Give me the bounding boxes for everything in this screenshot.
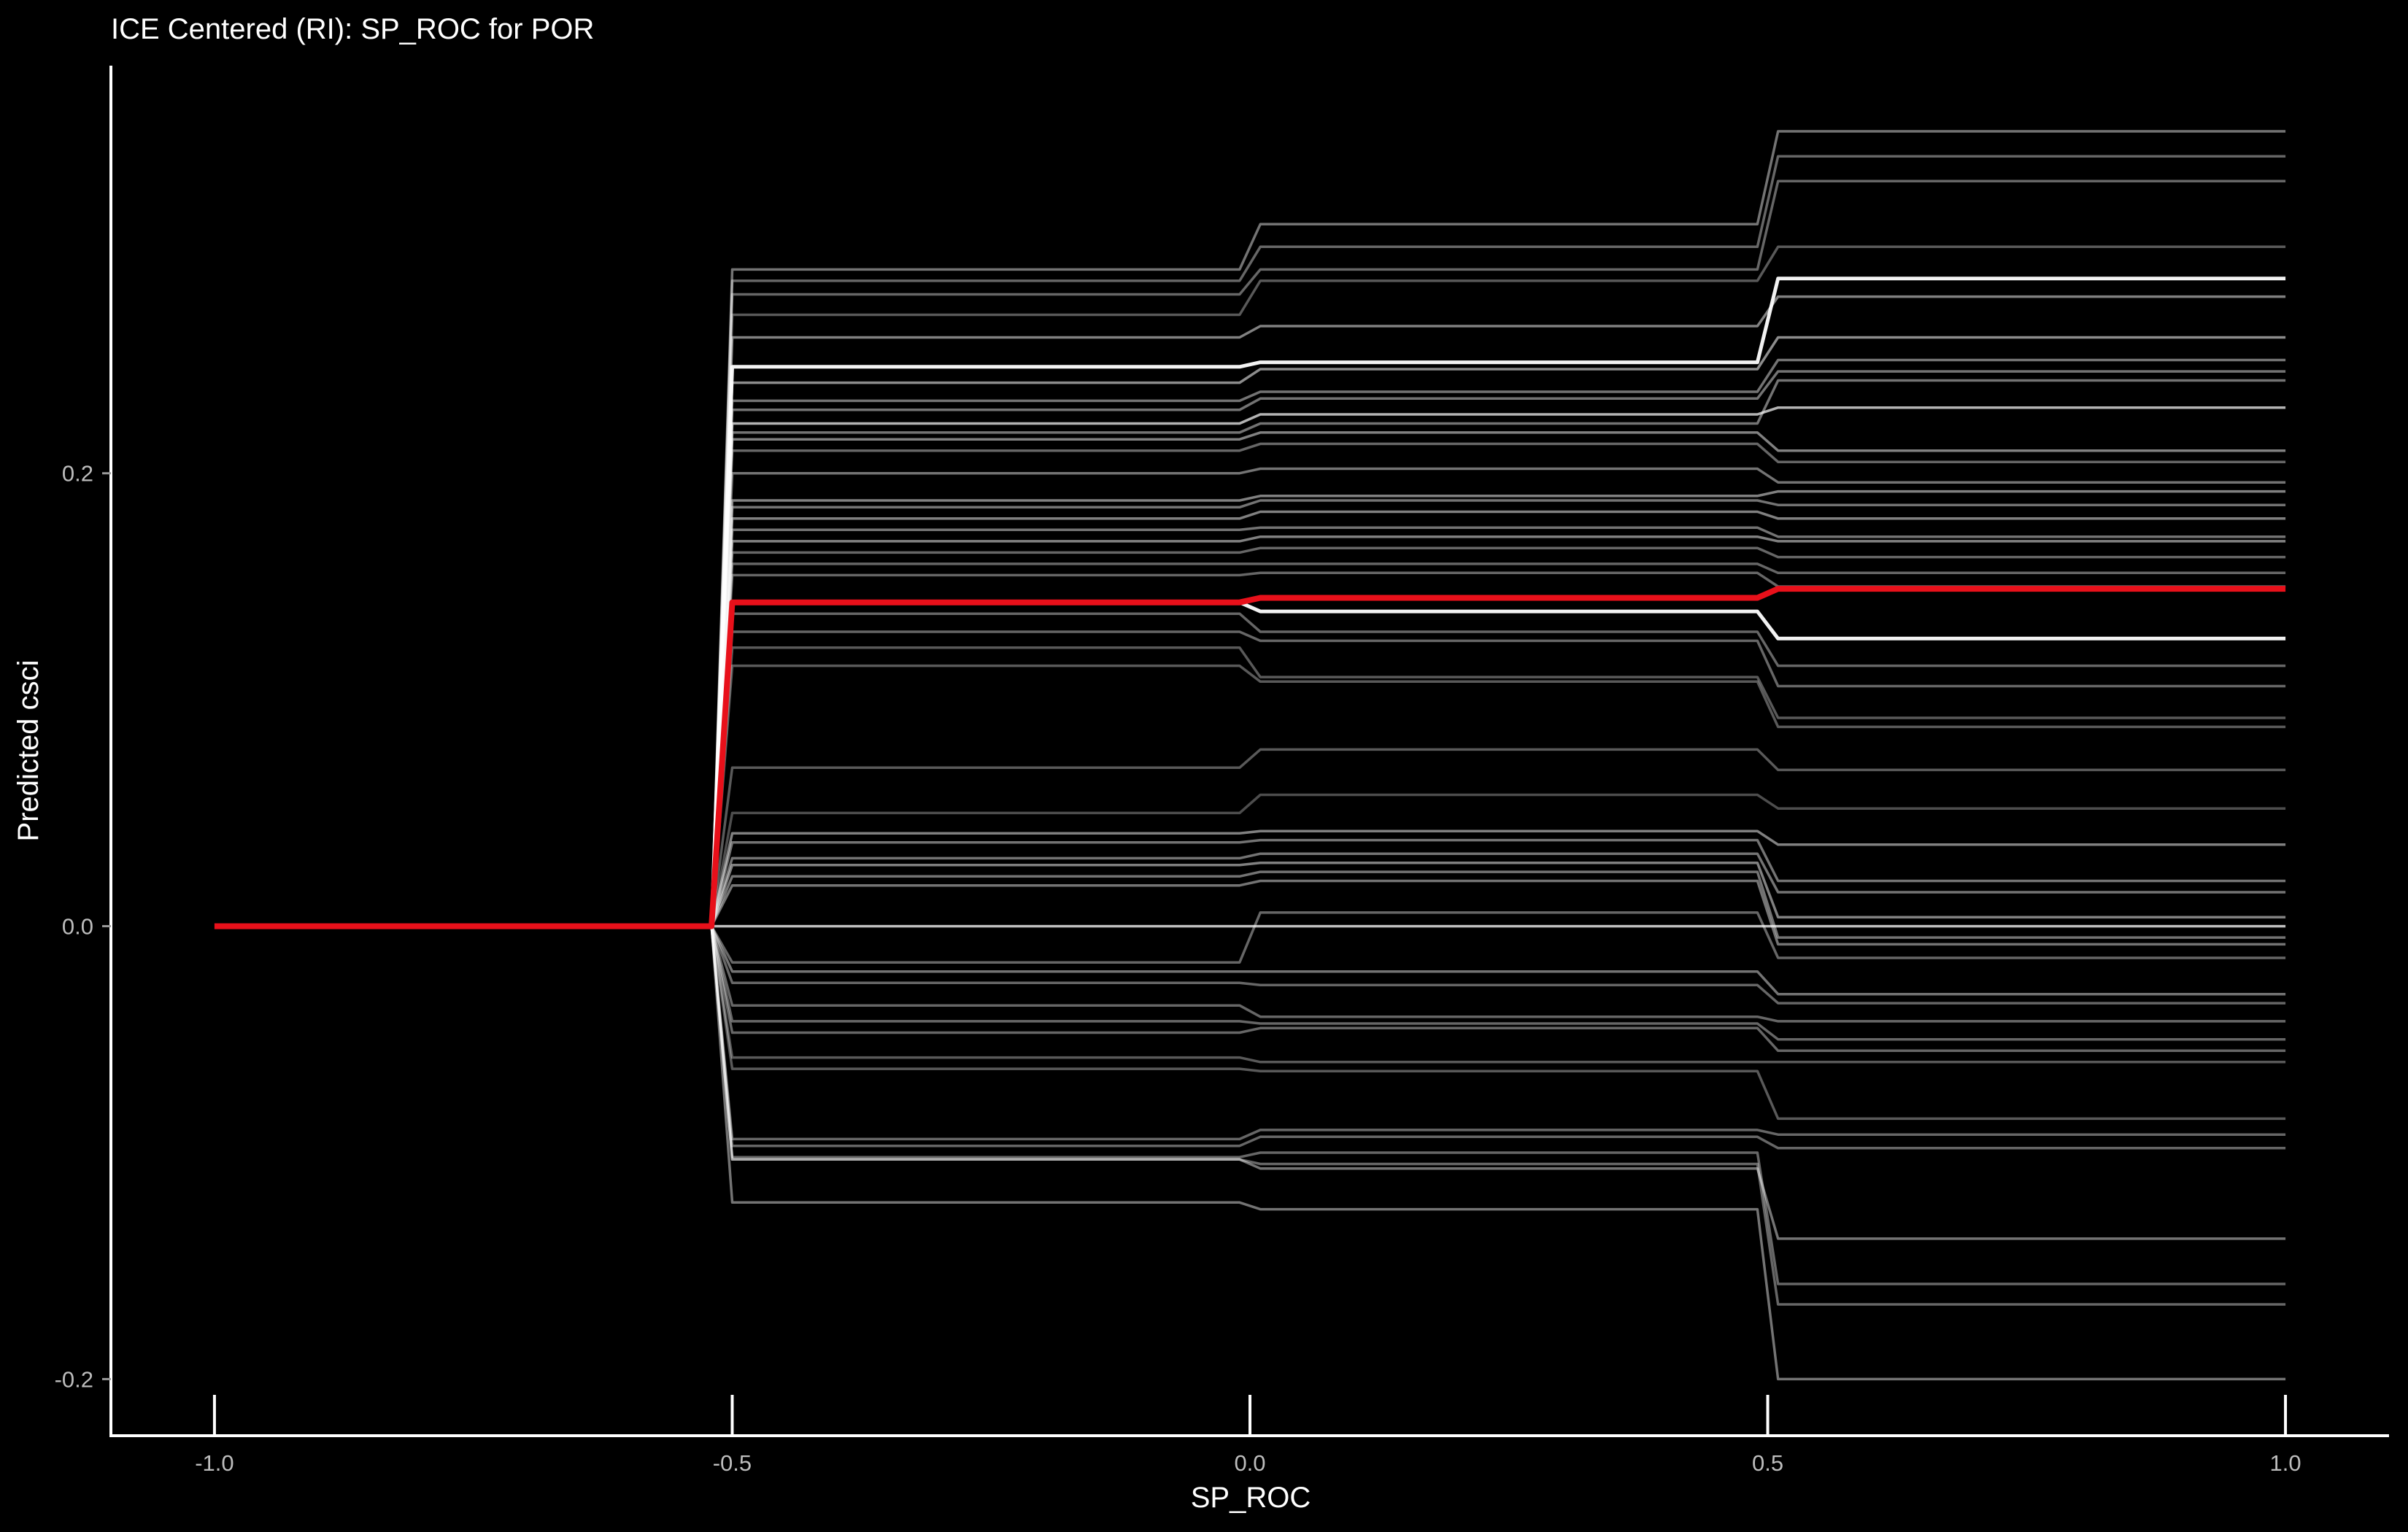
- ice-line-17: [710, 490, 2286, 926]
- ice-line-14: [710, 431, 2286, 926]
- x-tick-label: -1.0: [195, 1450, 234, 1476]
- y-tick-label: 0.0: [62, 914, 93, 940]
- x-tick-label: 0.5: [1752, 1450, 1783, 1476]
- y-axis-ticks: -0.2 0.0 0.2: [55, 461, 111, 1392]
- ice-line-45: [710, 926, 2286, 1141]
- ice-line-15: [710, 442, 2286, 926]
- x-tick-label: -0.5: [713, 1450, 752, 1476]
- x-axis-title: SP_ROC: [1191, 1482, 1311, 1514]
- ice-line-20: [710, 526, 2286, 926]
- ice-line-9: [710, 336, 2286, 926]
- ice-line-21: [710, 535, 2286, 926]
- y-tick-label: -0.2: [55, 1366, 93, 1392]
- ice-line-29: [710, 748, 2286, 926]
- ice-line-16: [710, 467, 2286, 926]
- ice-line-4: [710, 130, 2286, 926]
- ice-line-7: [710, 245, 2286, 926]
- ice-line-8: [710, 295, 2286, 926]
- y-tick-label: 0.2: [62, 461, 93, 487]
- ice-lines: [709, 130, 2286, 1381]
- ice-line-33: [710, 852, 2286, 927]
- ice-line-11: [710, 370, 2286, 926]
- average-line-group: [214, 586, 2286, 929]
- x-tick-label: 0.0: [1234, 1450, 1265, 1476]
- y-axis-title: Predicted csci: [12, 660, 45, 842]
- average-ice-line: [214, 586, 2286, 929]
- ice-line-30: [710, 793, 2286, 926]
- ice-line-13: [710, 379, 2286, 926]
- ice-line-22: [710, 546, 2286, 926]
- ice-line-19: [710, 510, 2286, 926]
- ice-line-34: [710, 861, 2286, 927]
- ice-line-35: [710, 870, 2286, 939]
- x-axis-ticks: -1.0 -0.5 0.0 0.5 1.0: [195, 1395, 2301, 1476]
- ice-line-40: [710, 926, 2286, 1023]
- ice-line-38: [710, 925, 2286, 996]
- chart-title: ICE Centered (RI): SP_ROC for POR: [111, 13, 594, 45]
- ice-line-39: [710, 925, 2286, 1005]
- ice-line-32: [710, 838, 2286, 927]
- ice-line-44: [710, 926, 2286, 1121]
- ice-line-10: [710, 358, 2286, 926]
- ice-line-46: [710, 926, 2286, 1150]
- ice-line-47: [710, 926, 2286, 1240]
- x-tick-label: 1.0: [2270, 1450, 2301, 1476]
- ice-line-49: [710, 926, 2286, 1306]
- ice-line-36: [710, 879, 2286, 946]
- ice-line-41: [710, 926, 2286, 1041]
- ice-line-6: [710, 179, 2286, 926]
- ice-line-5: [710, 155, 2286, 926]
- ice-line-50: [710, 926, 2286, 1381]
- ice-line-28: [710, 664, 2286, 926]
- ice-line-42: [710, 926, 2286, 1053]
- ice-line-12: [710, 406, 2286, 926]
- ice-line-23: [710, 562, 2286, 926]
- ice-line-43: [710, 926, 2286, 1064]
- ice-line-48: [710, 926, 2286, 1285]
- ice-line-31: [710, 829, 2286, 926]
- ice-line-18: [710, 499, 2286, 926]
- ice-line-37: [710, 911, 2286, 964]
